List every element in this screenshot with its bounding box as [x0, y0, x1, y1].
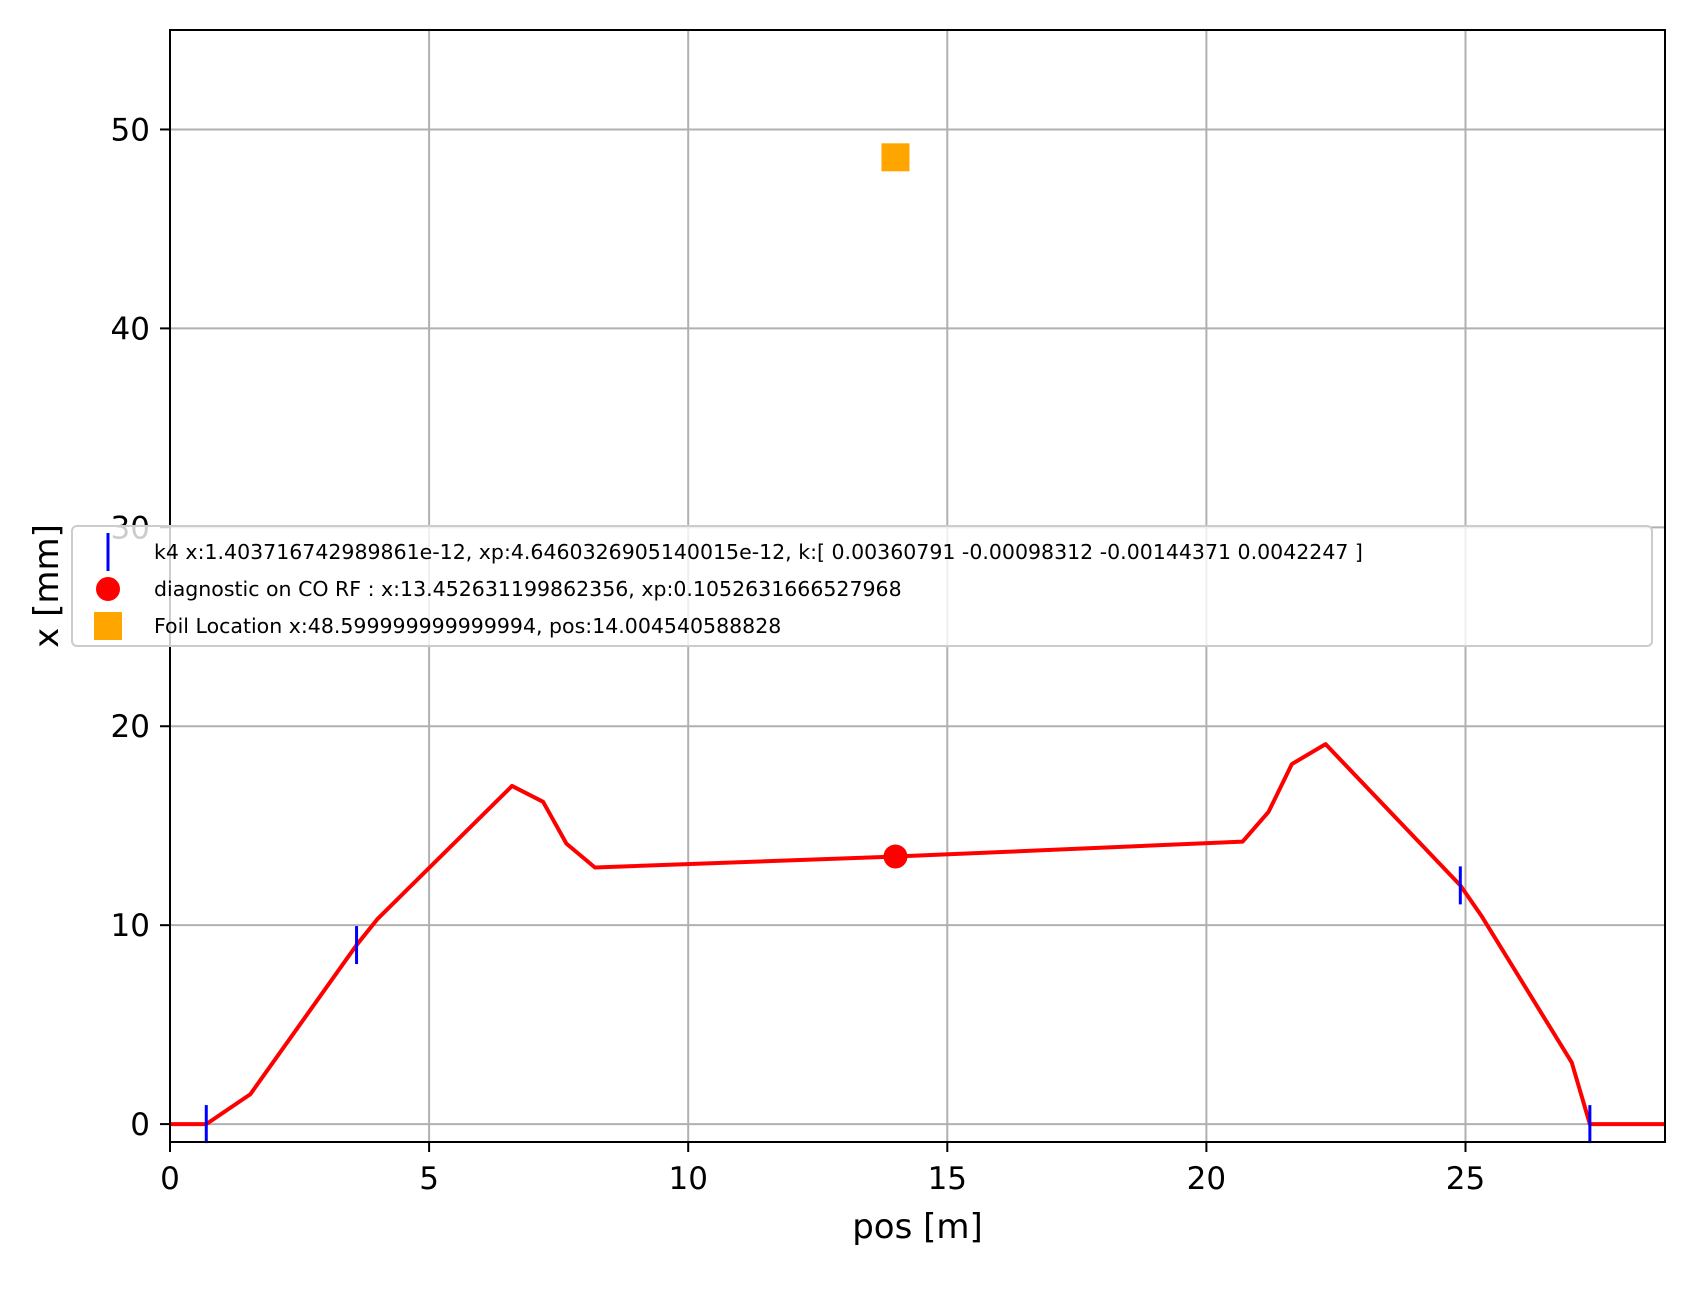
y-tick-label: 0 — [130, 1107, 150, 1143]
y-tick-label: 20 — [111, 709, 150, 745]
series-layer — [170, 143, 1665, 1144]
legend-foil-icon — [94, 612, 122, 640]
y-tick-label: 50 — [111, 112, 150, 148]
legend-diagnostic-icon — [96, 577, 120, 601]
legend-entry-label: k4 x:1.403716742989861e-12, xp:4.6460326… — [154, 540, 1363, 564]
x-tick-label: 5 — [419, 1161, 439, 1197]
legend-box — [71, 525, 1653, 647]
x-tick-label: 20 — [1187, 1161, 1226, 1197]
x-tick-label: 25 — [1446, 1161, 1485, 1197]
diagnostic-marker — [883, 844, 908, 869]
x-axis-label: pos [m] — [852, 1207, 983, 1247]
x-tick-label: 10 — [668, 1161, 707, 1197]
foil-marker — [881, 143, 910, 172]
x-tick-label: 0 — [160, 1161, 180, 1197]
y-tick-label: 10 — [111, 908, 150, 944]
y-axis-label: x [mm] — [27, 524, 67, 648]
legend-entry-label: Foil Location x:48.599999999999994, pos:… — [154, 614, 781, 638]
x-tick-label: 15 — [928, 1161, 967, 1197]
ticks: 051015202501020304050 — [111, 112, 1486, 1197]
legend-entry-label: diagnostic on CO RF : x:13.4526311998623… — [154, 577, 902, 601]
y-tick-label: 40 — [111, 311, 150, 347]
legend: k4 x:1.403716742989861e-12, xp:4.6460326… — [71, 525, 1653, 647]
